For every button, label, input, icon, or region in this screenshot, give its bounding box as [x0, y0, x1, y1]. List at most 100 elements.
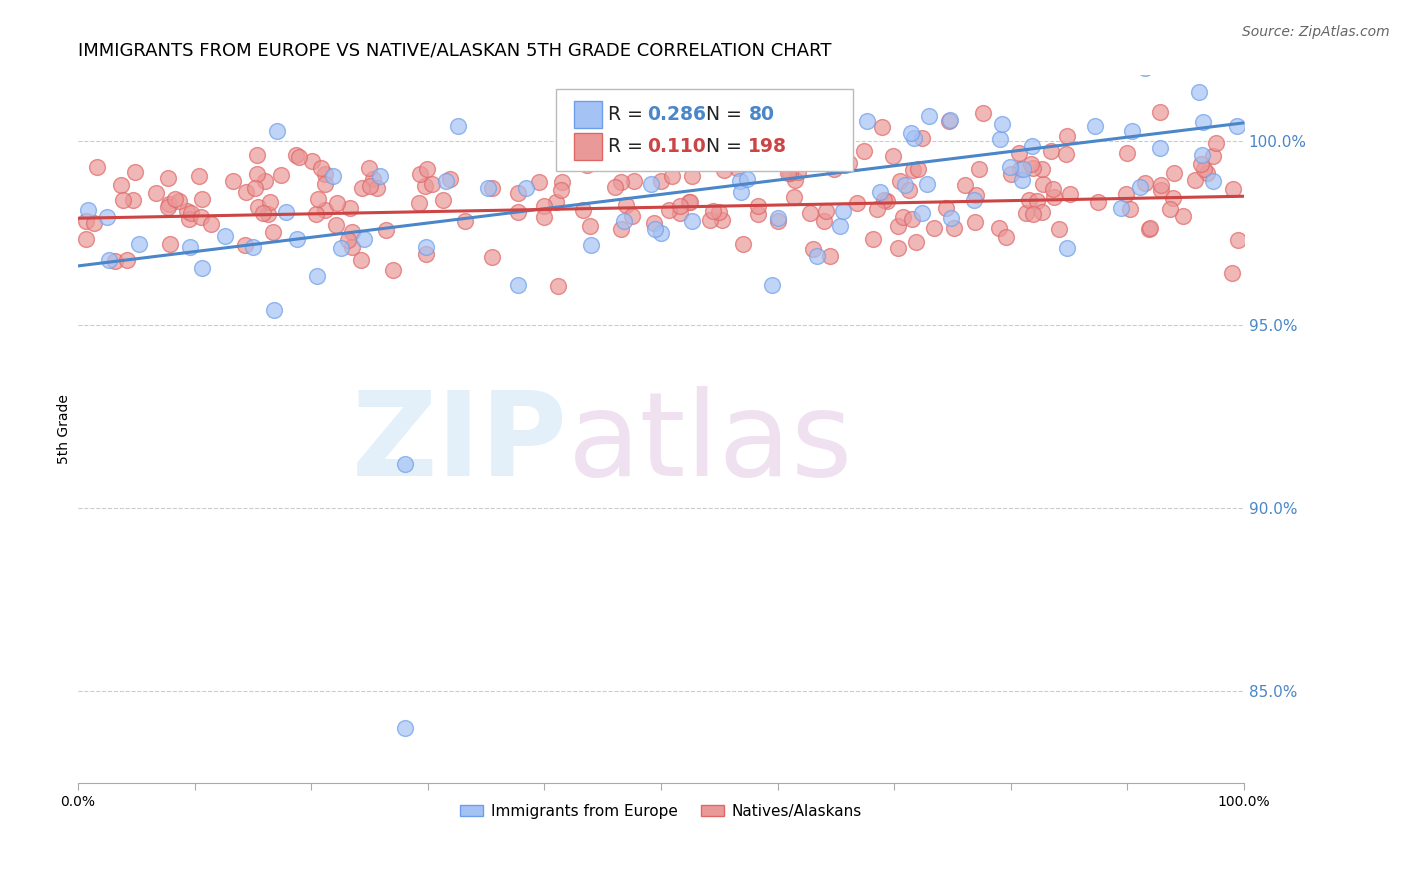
Point [994, 229, 1017, 244]
Point [1163, 166, 1185, 180]
Point [1116, 145, 1139, 160]
Point [1133, 61, 1156, 75]
Point [579, 238, 602, 252]
Point [1202, 149, 1225, 163]
Point [853, 145, 876, 159]
Point [190, 211, 212, 225]
Point [963, 193, 986, 207]
Point [834, 158, 856, 172]
Point [337, 233, 360, 247]
Point [1189, 157, 1212, 171]
Point [551, 175, 574, 189]
Point [322, 169, 344, 183]
Point [731, 236, 754, 251]
Point [965, 215, 987, 229]
Point [409, 167, 432, 181]
Point [918, 109, 941, 123]
Point [610, 150, 633, 164]
Point [128, 237, 150, 252]
Point [1043, 189, 1066, 203]
Point [1031, 161, 1053, 176]
Point [803, 242, 825, 256]
Point [1129, 180, 1152, 194]
Point [96, 211, 118, 225]
Point [200, 217, 222, 231]
Point [614, 198, 637, 212]
Point [353, 232, 375, 246]
Point [375, 223, 398, 237]
Point [454, 214, 477, 228]
Point [115, 252, 138, 267]
Point [1149, 105, 1171, 120]
Point [506, 277, 529, 292]
Point [159, 236, 181, 251]
Point [156, 171, 179, 186]
Point [1115, 186, 1137, 201]
Point [681, 169, 703, 183]
Text: 80: 80 [748, 105, 775, 124]
Point [314, 203, 336, 218]
Point [907, 162, 929, 177]
Point [838, 155, 860, 169]
Point [1042, 181, 1064, 195]
Point [779, 166, 801, 180]
Point [612, 138, 634, 153]
Point [285, 232, 308, 246]
Point [304, 207, 326, 221]
Point [901, 162, 924, 177]
Point [314, 178, 336, 192]
Text: Source: ZipAtlas.com: Source: ZipAtlas.com [1241, 25, 1389, 39]
Point [1015, 206, 1038, 220]
Point [252, 205, 274, 219]
Point [83, 215, 105, 229]
Point [145, 186, 167, 200]
Point [1159, 202, 1181, 217]
Point [725, 161, 748, 176]
Point [575, 158, 598, 172]
Point [882, 149, 904, 163]
Point [366, 181, 388, 195]
Point [179, 240, 201, 254]
Point [1102, 50, 1125, 64]
FancyBboxPatch shape [574, 133, 602, 161]
Point [1018, 193, 1040, 207]
Point [814, 204, 837, 219]
Point [808, 149, 831, 163]
Point [654, 119, 676, 133]
Point [246, 167, 269, 181]
Point [806, 249, 828, 263]
Point [735, 172, 758, 186]
Point [77, 202, 100, 217]
Point [422, 177, 444, 191]
Point [481, 181, 503, 195]
Point [818, 249, 841, 263]
Point [609, 222, 631, 236]
Point [1226, 120, 1249, 134]
Point [330, 241, 353, 255]
Point [1021, 139, 1043, 153]
Point [823, 161, 845, 176]
Point [309, 161, 332, 175]
Point [998, 160, 1021, 174]
Point [325, 219, 347, 233]
Point [110, 178, 132, 193]
Point [988, 221, 1011, 235]
Point [1056, 241, 1078, 255]
Point [832, 204, 855, 219]
Point [266, 124, 288, 138]
Point [942, 221, 965, 235]
Point [415, 239, 437, 253]
Point [1171, 209, 1194, 223]
Point [1022, 161, 1045, 176]
Point [381, 262, 404, 277]
Point [747, 199, 769, 213]
Point [349, 252, 371, 267]
Point [965, 187, 987, 202]
Point [75, 232, 97, 246]
Point [768, 214, 790, 228]
Point [98, 253, 121, 268]
Point [610, 175, 633, 189]
Point [640, 178, 662, 192]
Point [1135, 176, 1157, 190]
Point [235, 185, 257, 199]
